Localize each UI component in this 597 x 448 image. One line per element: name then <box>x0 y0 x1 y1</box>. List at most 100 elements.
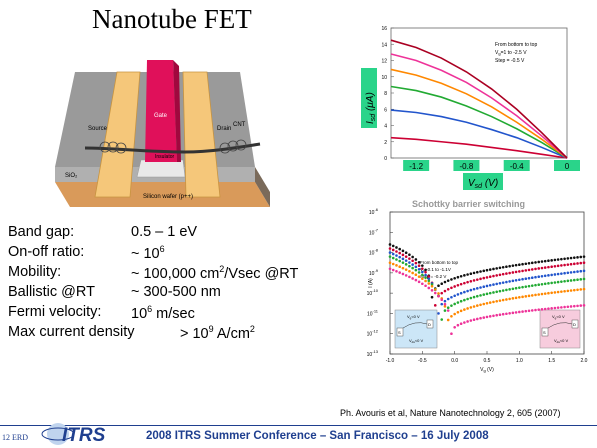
data-point <box>463 281 466 285</box>
data-point <box>469 296 473 300</box>
property-label: Max current density <box>8 324 135 340</box>
property-label: Fermi velocity: <box>8 304 102 320</box>
data-point <box>534 308 537 312</box>
data-point <box>537 293 541 296</box>
annotation-line: From bottom to top <box>420 260 459 265</box>
data-point <box>427 286 431 290</box>
data-point <box>579 304 583 307</box>
y-tick-label: 12 <box>381 59 387 65</box>
band-line <box>402 322 428 329</box>
property-row: Ballistic @RT ~ 300-500 nm <box>8 284 221 300</box>
y-tick-label: 10-7 <box>369 227 379 236</box>
data-point <box>482 293 486 296</box>
data-point <box>530 268 534 271</box>
data-point <box>540 274 544 278</box>
data-point <box>527 284 531 288</box>
footer: 12 ERD ITRS 2008 ITRS Summer Conference … <box>0 423 597 447</box>
data-point <box>514 286 518 290</box>
data-point <box>433 291 437 295</box>
data-point <box>427 277 431 281</box>
data-point <box>485 268 489 272</box>
data-point <box>560 272 563 275</box>
data-point <box>569 271 573 274</box>
data-point <box>450 286 453 290</box>
data-point <box>498 266 502 270</box>
data-point <box>563 305 566 309</box>
y-tick-label: 10-13 <box>367 349 379 358</box>
x-label-box <box>463 173 503 190</box>
data-point <box>537 260 541 264</box>
data-point <box>469 279 473 283</box>
data-point <box>543 282 547 286</box>
data-point <box>576 304 579 308</box>
data-point <box>511 287 515 291</box>
data-point <box>456 301 460 304</box>
inset-label: D <box>428 322 431 327</box>
data-point <box>563 257 566 261</box>
data-point <box>388 251 392 254</box>
data-point <box>560 264 563 267</box>
data-point <box>424 273 427 277</box>
data-point <box>543 266 547 269</box>
data-point <box>524 309 528 313</box>
data-point <box>395 269 398 273</box>
data-point <box>440 298 444 301</box>
property-value: ~ 300-500 nm <box>131 284 221 300</box>
x-tick-box <box>453 160 480 171</box>
series-line <box>390 53 568 159</box>
data-point <box>556 258 560 261</box>
data-point <box>553 264 557 268</box>
data-point <box>582 269 586 273</box>
data-point <box>498 289 502 293</box>
source-box <box>396 327 404 337</box>
data-point <box>411 271 414 275</box>
data-point <box>466 307 469 310</box>
data-point <box>550 307 553 310</box>
series-line <box>390 109 568 159</box>
data-point <box>472 295 476 299</box>
data-point <box>469 306 473 309</box>
data-point <box>456 275 460 279</box>
gate-label: Gate <box>154 113 168 119</box>
data-point <box>492 300 495 304</box>
data-point <box>553 273 557 276</box>
data-point <box>463 308 466 311</box>
data-point <box>560 290 563 293</box>
data-point <box>501 281 505 284</box>
data-point <box>521 310 524 313</box>
inset-label: Vds<0 V <box>409 338 424 344</box>
data-point <box>534 261 537 264</box>
data-point <box>511 311 515 315</box>
data-point <box>463 321 466 324</box>
y-tick-label: 0 <box>384 156 387 162</box>
inset-label: Vg<0 V <box>407 314 420 320</box>
data-point <box>408 275 411 279</box>
data-point <box>404 274 408 277</box>
data-point <box>521 262 524 266</box>
citation: Ph. Avouris et al, Nature Nanotechnology… <box>340 408 561 418</box>
x-tick-label: -0.8 <box>460 162 474 171</box>
chart-title: Schottky barrier switching <box>412 199 525 209</box>
data-point <box>417 260 421 264</box>
data-point <box>576 270 579 273</box>
data-point <box>550 259 553 262</box>
drain-label: Drain <box>217 126 231 132</box>
data-point <box>495 274 498 277</box>
data-point <box>453 312 456 316</box>
band-line <box>547 322 573 329</box>
y-axis-label: I (A) <box>368 278 374 288</box>
data-point <box>521 277 524 281</box>
data-point <box>446 309 450 312</box>
data-point <box>411 266 414 270</box>
data-point <box>388 261 392 265</box>
data-point <box>417 275 421 278</box>
data-point <box>524 277 528 281</box>
data-point <box>459 282 463 286</box>
data-point <box>453 325 456 329</box>
data-point <box>479 270 482 273</box>
data-point <box>488 315 492 318</box>
data-point <box>446 297 450 301</box>
data-point <box>482 276 486 280</box>
data-point <box>472 305 476 308</box>
